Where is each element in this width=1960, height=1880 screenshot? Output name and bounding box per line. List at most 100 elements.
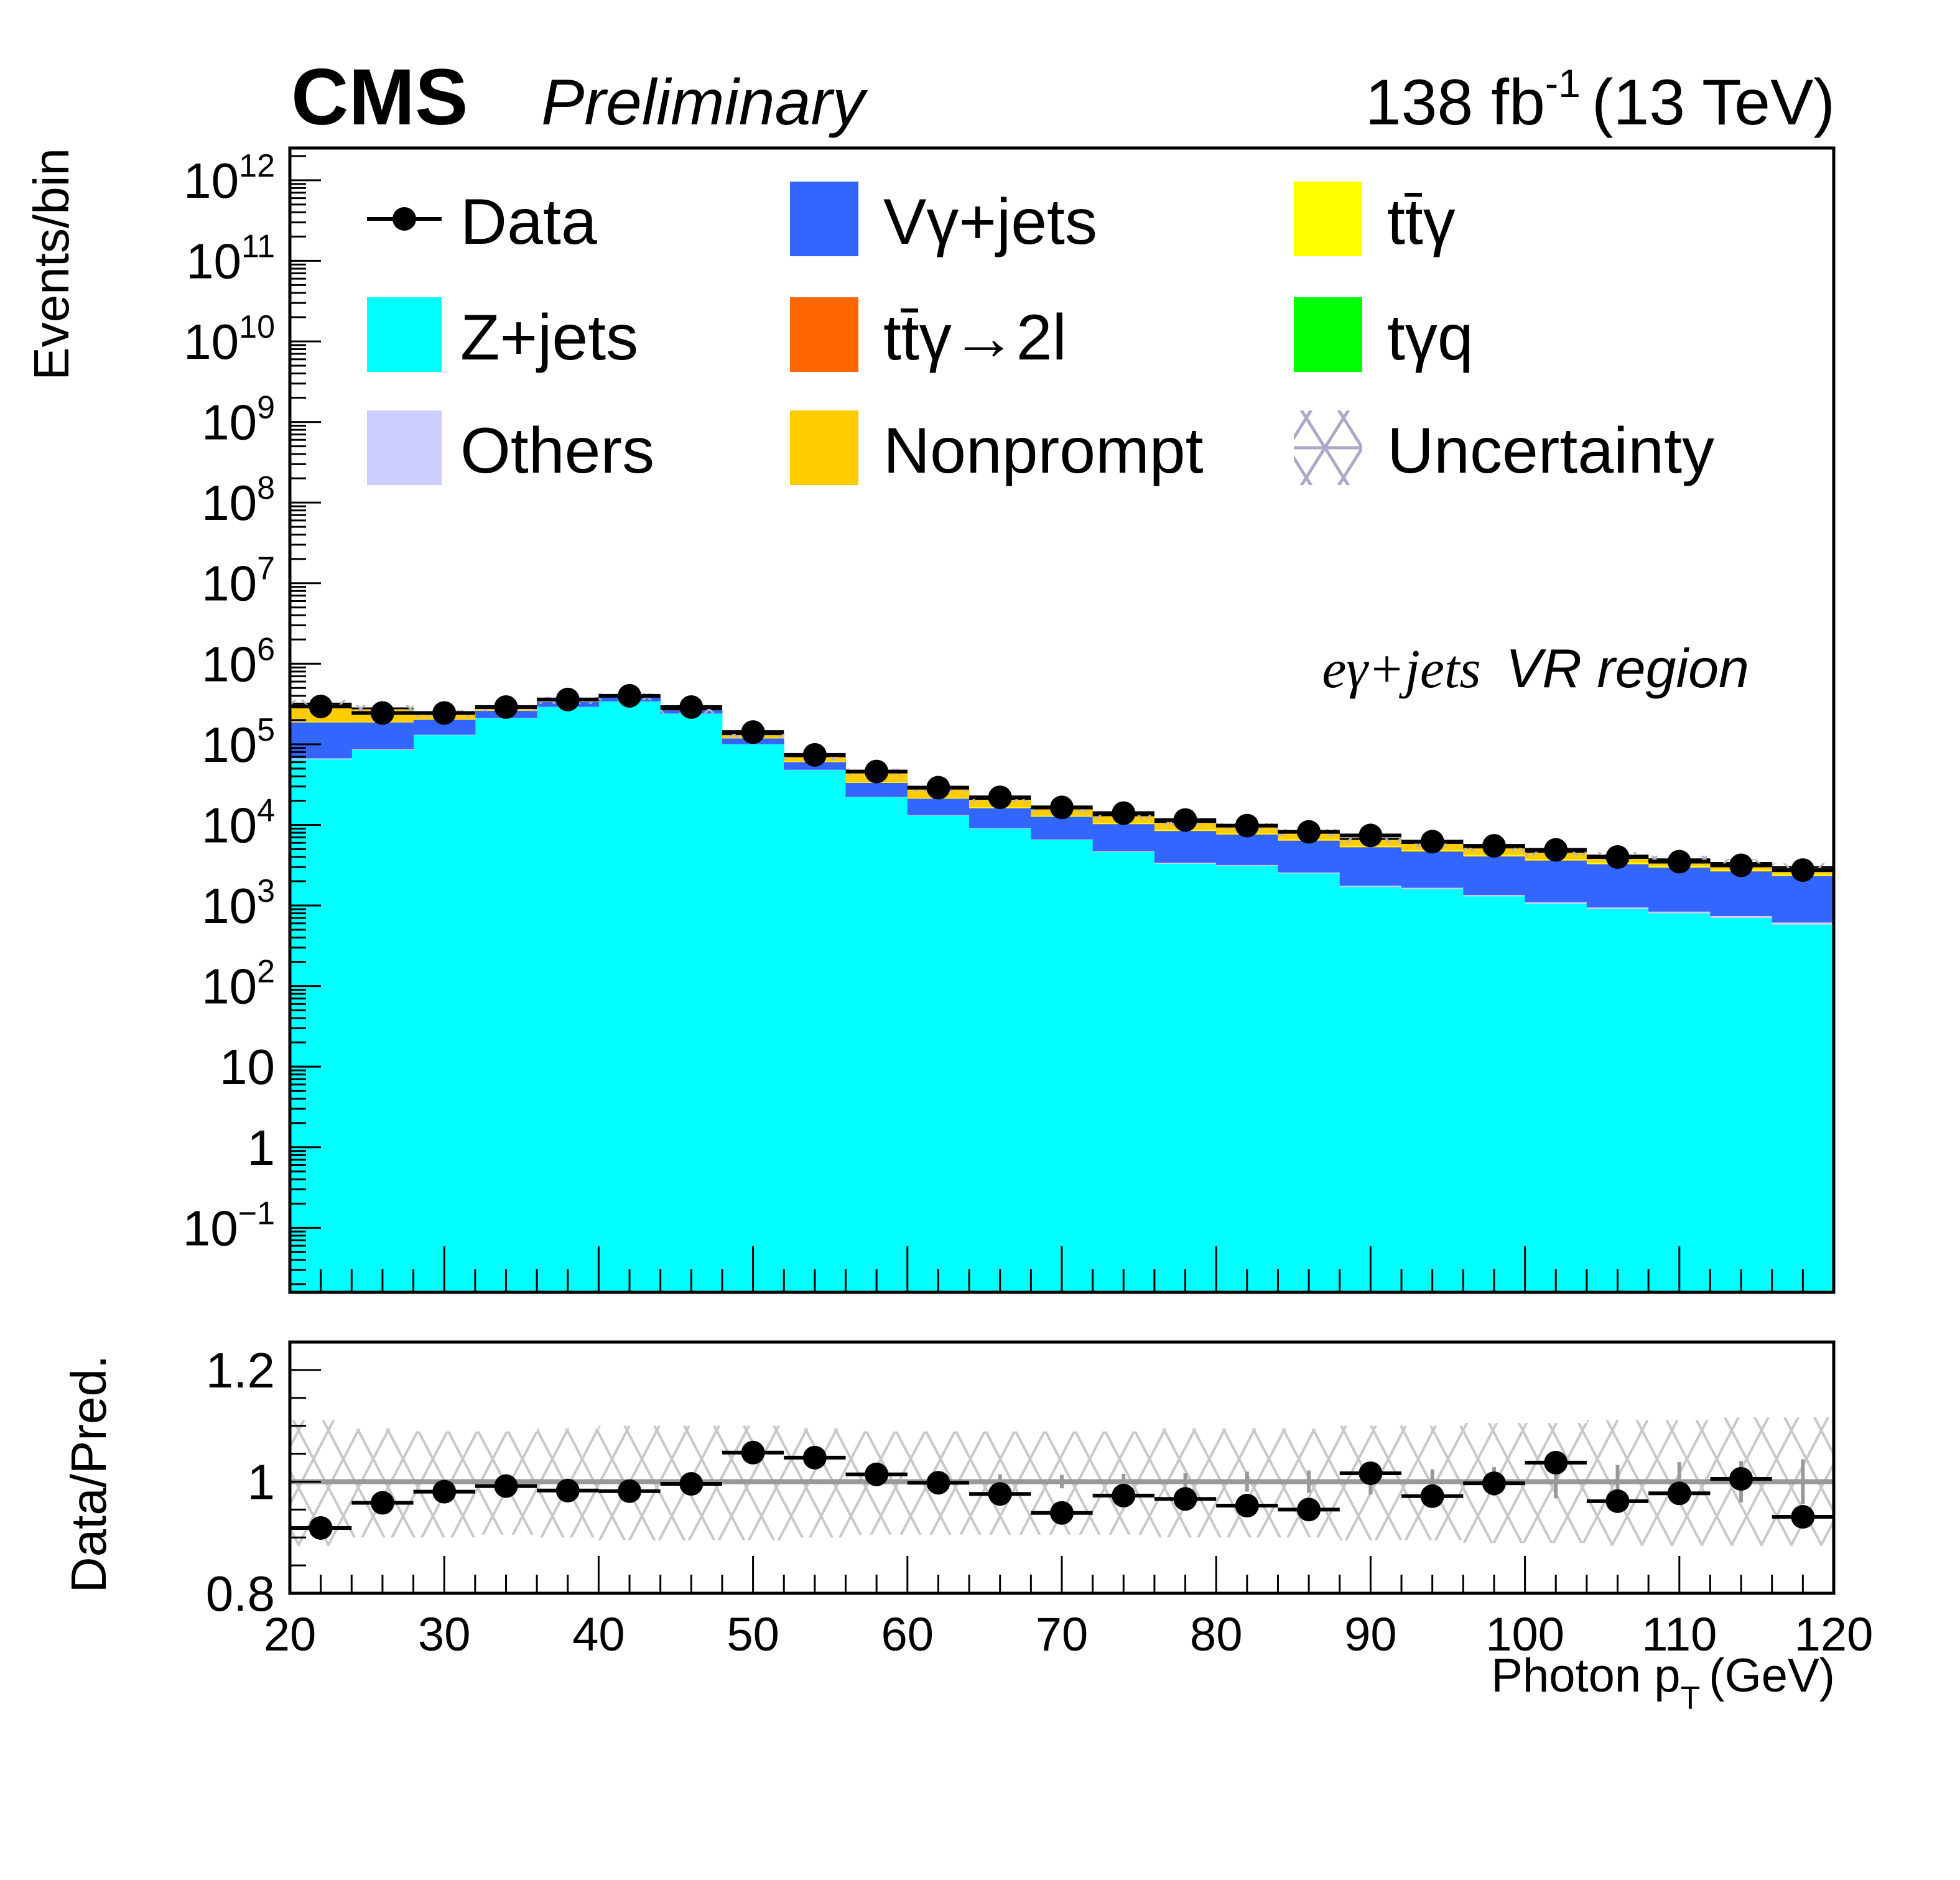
y-tick-base: 10	[202, 797, 257, 853]
ratio-point	[679, 1472, 704, 1496]
stack-bar-vgamma	[1401, 851, 1464, 888]
ratio-point	[1482, 1471, 1506, 1496]
legend-swatch-icon	[1294, 297, 1362, 372]
stack-bar-zjets	[475, 718, 537, 1292]
stack-bar-others	[1401, 887, 1464, 889]
legend-label: tt̄γ	[1387, 186, 1456, 258]
ratio-point	[926, 1471, 950, 1495]
stack-bar-vgamma	[1648, 868, 1711, 912]
y-tick-label: 1010	[183, 309, 275, 369]
y-tick-base: 10	[202, 878, 257, 933]
stack-bar-zjets	[1525, 904, 1587, 1292]
ratio-point	[1173, 1487, 1197, 1511]
region-annotation: eγ+jets VR region	[1322, 637, 1749, 700]
legend-entry-data: Data	[367, 186, 597, 258]
ratio-points	[290, 1440, 1834, 1540]
legend-entry-others: Others	[367, 410, 654, 487]
stack-bar-zjets	[1154, 863, 1217, 1292]
stack-bar-vgamma	[1339, 847, 1402, 886]
y-tick-label: 102	[202, 954, 275, 1014]
x-tick-label: 60	[881, 1608, 934, 1661]
stack-bar-vgamma	[1772, 876, 1834, 923]
x-tick-label: 20	[264, 1608, 317, 1661]
data-point	[1420, 830, 1444, 854]
stack-bar-vgamma	[1031, 817, 1094, 840]
ratio-point	[370, 1491, 394, 1515]
ratio-point	[618, 1479, 642, 1503]
stack-bar-vgamma	[351, 722, 414, 749]
data-point	[1173, 808, 1197, 832]
stack-bar-zjets	[1463, 896, 1526, 1292]
legend-entry-unc: Uncertainty	[1294, 410, 1714, 487]
stack-bar-others	[1216, 864, 1278, 866]
legend-marker-icon	[392, 207, 416, 231]
y-tick-exp: 9	[257, 390, 275, 426]
ratio-point	[741, 1440, 765, 1465]
y-tick-base: 10	[183, 153, 239, 208]
data-point	[1112, 801, 1136, 825]
data-points	[290, 683, 1834, 882]
stack-bar-others	[969, 828, 1031, 829]
y-tick-exp: 10	[239, 309, 275, 345]
ratio-point	[865, 1462, 889, 1486]
ratio-y-axis-label: Data/Pred.	[61, 1355, 116, 1593]
legend-label: tt̄γ→2l	[883, 302, 1067, 374]
y-tick-base: 10	[186, 233, 241, 289]
data-point	[1050, 795, 1074, 820]
y-tick-label: 106	[202, 631, 275, 692]
stack-bar-vgamma	[1278, 840, 1340, 873]
stack-bar-zjets	[1339, 887, 1402, 1292]
legend-entry-ttgamma2l: tt̄γ→2l	[790, 297, 1067, 374]
stack-bar-vgamma	[1463, 856, 1526, 896]
ratio-point	[309, 1516, 333, 1540]
ratio-y-tick-label: 0.8	[206, 1566, 275, 1621]
x-tick-label: 120	[1795, 1608, 1874, 1661]
ratio-point	[1050, 1501, 1074, 1525]
stack-bar-vgamma	[969, 808, 1031, 828]
stack-bar-zjets	[1278, 873, 1340, 1292]
data-point	[741, 720, 765, 744]
stack-bar-zjets	[351, 750, 414, 1292]
ratio-y-tick-label: 1.2	[206, 1343, 275, 1398]
stack-bar-zjets	[413, 735, 476, 1292]
data-point	[1544, 838, 1568, 862]
stack-bar-zjets	[1586, 909, 1649, 1292]
y-tick-label: 1012	[183, 148, 275, 208]
legend-entry-zjets: Z+jets	[367, 297, 638, 374]
stack-zjets	[290, 702, 1834, 1292]
data-point	[432, 701, 457, 725]
y-tick-exp: 6	[257, 631, 275, 667]
y-tick-exp: 2	[257, 954, 275, 990]
legend-label: Nonprompt	[883, 415, 1204, 487]
x-tick-label: 80	[1190, 1608, 1243, 1661]
stack-bar-zjets	[1216, 866, 1278, 1292]
stack-bar-vgamma	[1586, 864, 1649, 908]
y-tick-label: 108	[202, 470, 275, 530]
y-tick-exp: 5	[257, 712, 275, 748]
legend-swatch-icon	[1294, 182, 1362, 256]
y-tick-base: 10	[202, 475, 257, 530]
x-tick-label: 90	[1344, 1608, 1397, 1661]
legend-label: Z+jets	[460, 302, 638, 374]
ratio-frame	[288, 1340, 1836, 1595]
ratio-axes: 0.8 1 1.2 20 30 40 50 60 70 80 90 100 110 120	[206, 1341, 1874, 1661]
data-point	[865, 759, 889, 784]
legend-swatch-icon	[790, 410, 858, 485]
energy-label: (13 TeV)	[1592, 67, 1835, 139]
x-axis-label-sub: T	[1681, 1680, 1701, 1716]
y-tick-exp: 12	[239, 148, 275, 184]
lumi-value: 138 fb	[1365, 67, 1545, 139]
stack-bar-others	[351, 749, 414, 751]
y-tick-exp: 7	[257, 551, 275, 587]
y-tick-base: 10	[183, 1200, 238, 1256]
y-tick-exp: 8	[257, 470, 275, 506]
x-axis-label-main: Photon p	[1491, 1649, 1680, 1702]
stack-bar-zjets	[1772, 924, 1834, 1292]
ratio-point	[1297, 1498, 1321, 1522]
y-tick-label: 103	[202, 873, 275, 933]
legend-swatch-icon	[367, 297, 442, 372]
y-tick-label: 105	[202, 712, 275, 772]
main-frame	[288, 146, 1836, 1294]
y-tick-label: 104	[202, 792, 275, 853]
